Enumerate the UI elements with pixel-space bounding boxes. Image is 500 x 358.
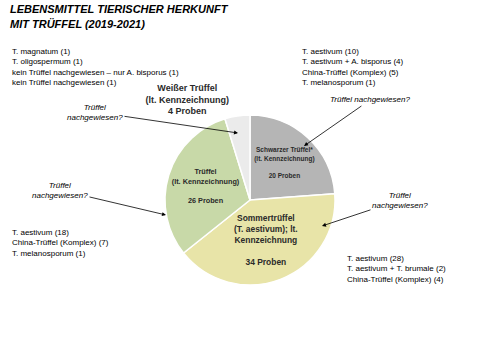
svg-text:Schwarzer Trüffel*(lt. Kennzei: Schwarzer Trüffel*(lt. Kennzeichnung)20 … [254,146,314,178]
svg-text:Weißer Trüffel(lt. Kennzeichnu: Weißer Trüffel(lt. Kennzeichnung)4 Probe… [145,83,229,116]
svg-text:Sommertrüffel(T. aestivum); lt: Sommertrüffel(T. aestivum); lt.Kennzeich… [234,213,298,267]
svg-text:Trüffelnachgewiesen?: Trüffelnachgewiesen? [32,181,88,200]
svg-text:T. aestivum (28)T. aestivum +: T. aestivum (28)T. aestivum + T. brumale… [347,254,446,284]
svg-text:T. magnatum (1)T. oligospermum: T. magnatum (1)T. oligospermum (1)kein T… [12,47,179,87]
svg-text:LEBENSMITTEL TIERISCHER HERKUN: LEBENSMITTEL TIERISCHER HERKUNFTMIT TRÜF… [10,3,229,29]
svg-text:T. aestivum (10)T. aestivum +: T. aestivum (10)T. aestivum + A. bisporu… [302,47,403,87]
svg-text:Trüffel(lt. Kennzeichnung)26 P: Trüffel(lt. Kennzeichnung)26 Proben [172,167,240,204]
svg-text:Trüffel nachgewiesen?: Trüffel nachgewiesen? [330,95,410,104]
svg-text:Trüffelnachgewiesen?: Trüffelnachgewiesen? [372,191,428,210]
svg-text:Trüffelnachgewiesen?: Trüffelnachgewiesen? [67,103,123,122]
svg-text:T. aestivum (18)China-Trüffel: T. aestivum (18)China-Trüffel (Komplex) … [12,228,109,258]
